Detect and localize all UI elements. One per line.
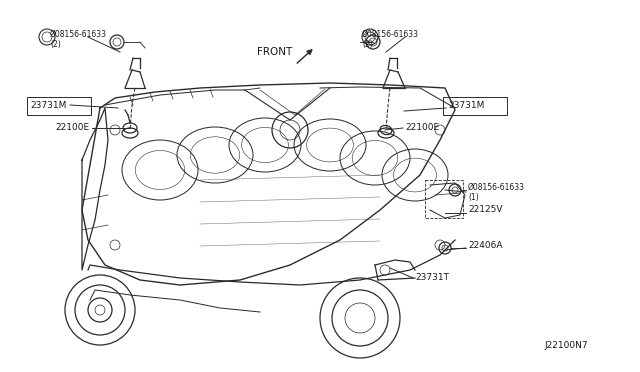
Text: 23731M: 23731M	[30, 100, 67, 109]
Text: Ø08156-61633
(1): Ø08156-61633 (1)	[468, 183, 525, 202]
Text: 23731M: 23731M	[448, 100, 484, 109]
Text: Ø08156-61633
(2): Ø08156-61633 (2)	[50, 30, 107, 49]
Text: J22100N7: J22100N7	[545, 341, 588, 350]
Text: Ø08156-61633
(2): Ø08156-61633 (2)	[362, 30, 419, 49]
Text: 22100E: 22100E	[405, 124, 439, 132]
Text: 23731T: 23731T	[415, 273, 449, 282]
Text: 22125V: 22125V	[468, 205, 502, 215]
Text: 22100E: 22100E	[55, 124, 89, 132]
Text: FRONT: FRONT	[257, 47, 292, 57]
Text: 22406A: 22406A	[468, 241, 502, 250]
